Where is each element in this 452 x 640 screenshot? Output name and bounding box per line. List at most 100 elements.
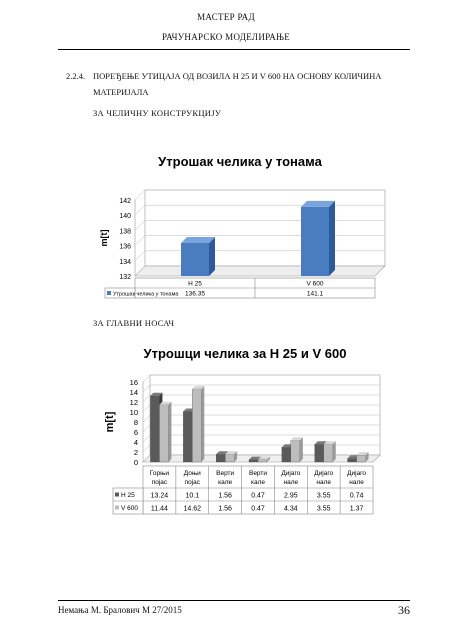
footer-rule (58, 600, 410, 601)
legend-label: Н 25 (121, 492, 135, 499)
bar (150, 395, 160, 463)
bar-side (365, 452, 369, 462)
legend-label: V 600 (121, 505, 138, 512)
bar-side (201, 385, 205, 462)
bar-side (168, 401, 172, 462)
category-label: нале (284, 479, 299, 486)
category-label: Дијаго (347, 470, 366, 477)
y-tick-label: 142 (119, 198, 131, 205)
gridline (142, 394, 380, 403)
y-tick-label: 8 (134, 418, 138, 427)
chart-steel-consumption: Утрошак челика у тонама m[t] 132 134 136 138 1… (99, 154, 386, 299)
bar-top (314, 441, 327, 445)
legend-cell (104, 287, 136, 299)
bar-top (181, 236, 215, 243)
data-label: 4.34 (284, 506, 298, 513)
bar-top (159, 401, 172, 405)
bar-top (301, 200, 335, 207)
data-label: 1.37 (350, 506, 364, 513)
bar (323, 444, 333, 463)
header-rule (58, 49, 410, 50)
category-label: Верти (249, 470, 267, 477)
y-tick-label: 12 (130, 398, 138, 407)
y-tick-label: 16 (130, 378, 138, 387)
y-axis-label: m[t] (104, 411, 116, 432)
bar-side (329, 200, 335, 276)
y-tick-label: 138 (119, 228, 131, 235)
bar-side (299, 437, 303, 462)
category-label: нале (316, 479, 331, 486)
bar-top (323, 441, 336, 445)
y-tick-label: 132 (119, 274, 131, 281)
data-label: 3.55 (317, 493, 331, 500)
y-tick-label: 140 (119, 213, 131, 220)
bar (215, 454, 226, 463)
y-tick-label: 136 (119, 244, 131, 251)
y-axis-label: m[t] (99, 230, 109, 247)
gridline (142, 414, 380, 423)
data-label: 13.24 (151, 493, 169, 500)
page-number: 36 (398, 603, 410, 617)
plot-floor (134, 265, 386, 277)
bar (356, 455, 366, 463)
category-label: појас (152, 479, 168, 486)
bar (281, 447, 292, 463)
category-label: Доњи (184, 470, 201, 477)
category-label: Горњи (150, 470, 170, 477)
bar-side (332, 441, 336, 462)
header-line-2: РАЧУНАРСКО МОДЕЛИРАЊЕ (161, 32, 291, 42)
bar (224, 454, 235, 463)
gridline (142, 374, 380, 383)
data-label: 10.1 (185, 493, 199, 500)
y-tick-label: 4 (134, 438, 138, 447)
data-label: 3.55 (317, 506, 331, 513)
gridline (142, 404, 380, 413)
data-table (142, 465, 374, 515)
data-label: 14.62 (184, 506, 202, 513)
y-tick-label: 14 (130, 388, 138, 397)
bar-side (267, 456, 270, 462)
header-line-1: МАСТЕР РАД (197, 12, 255, 22)
category-label: кале (218, 479, 232, 486)
bar-side (209, 236, 215, 276)
subheading-steel-structure: ЗА ЧЕЛИЧНУ КОНСТРУКЦИЈУ (93, 108, 222, 118)
y-tick-label: 0 (134, 458, 138, 467)
gridline (142, 444, 380, 453)
legend-swatch (107, 291, 111, 295)
category-label: појас (185, 479, 201, 486)
footer: Немања М. Бралович М 27/2015 36 (58, 603, 410, 617)
data-label: 0.47 (251, 506, 265, 513)
legend-swatch (115, 505, 119, 510)
gridline (134, 189, 385, 201)
bar (181, 242, 209, 276)
bar (257, 459, 268, 463)
y-tick-label: 2 (134, 448, 138, 457)
section-title: ПОРЕЂЕЊЕ УТИЦАЈА ОД ВОЗИЛА Н 25 И V 600 … (93, 71, 382, 97)
data-label: 0.74 (350, 493, 364, 500)
section-number: 2.2.4. (66, 71, 86, 81)
bar-top (216, 451, 229, 455)
legend-label: Утрошак челика у тонама (113, 292, 179, 298)
data-label: 1.56 (218, 506, 232, 513)
bar-top (258, 456, 270, 460)
bar-top (249, 456, 261, 460)
bar-top (225, 451, 238, 455)
chart-girder-consumption: Утрошци челика за Н 25 и V 600m[t]024681… (104, 346, 381, 515)
category-label: Верти (216, 470, 234, 477)
data-label: 0.47 (251, 493, 265, 500)
y-tick-label: 6 (134, 428, 138, 437)
bar (192, 388, 202, 463)
y-tick-label: 134 (119, 259, 131, 266)
bar (347, 458, 357, 463)
category-label: Дијаго (281, 470, 300, 477)
bar-top (150, 392, 163, 396)
bar (183, 411, 193, 463)
category-label: Дијаго (314, 470, 333, 477)
category-label: кале (251, 479, 265, 486)
category-label: нале (349, 479, 364, 486)
data-label: 2.95 (284, 493, 298, 500)
subheading-main-girder: ЗА ГЛАВНИ НОСАЧ (93, 318, 175, 328)
category-label: Н 25 (188, 281, 202, 288)
gridline (142, 384, 380, 393)
bar (159, 404, 169, 463)
